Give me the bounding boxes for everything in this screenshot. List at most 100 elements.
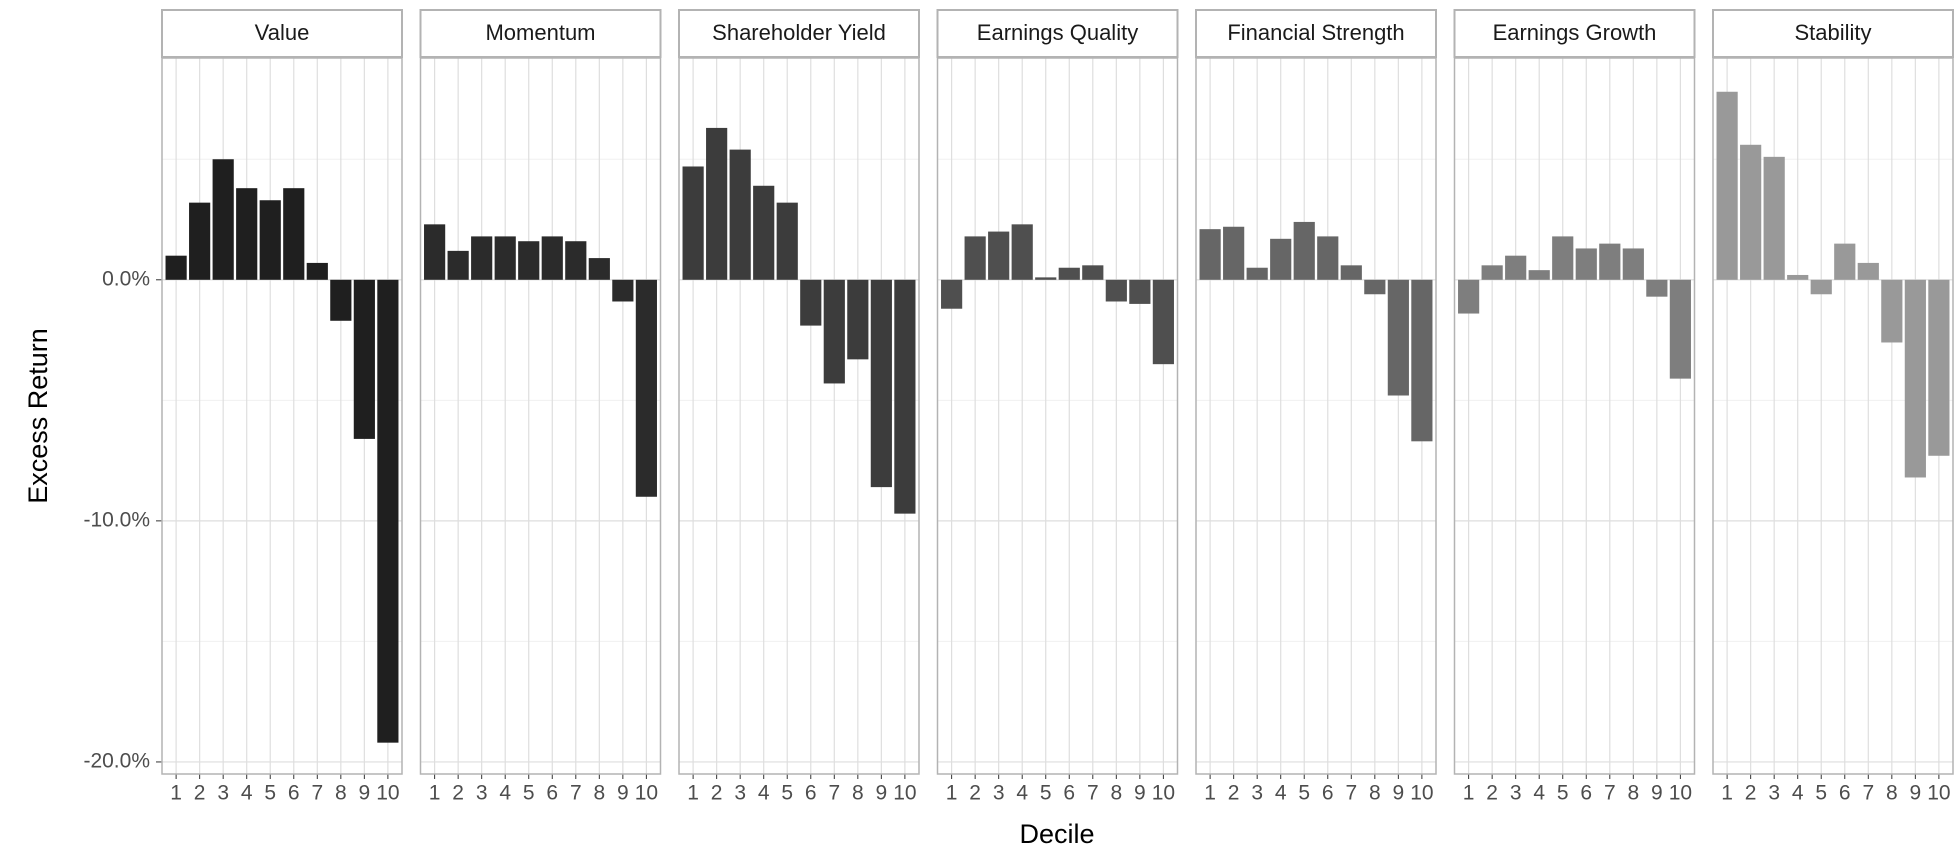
bar [565,241,587,280]
panel-background [937,58,1178,774]
x-tick-label: 9 [1393,782,1405,805]
bar [1152,279,1174,365]
bar [635,279,657,497]
strip-label: Momentum [485,20,595,45]
x-tick-label: 3 [734,782,746,805]
bar [1364,279,1386,295]
bar [541,236,563,280]
bar [447,250,469,280]
x-tick-label: 2 [452,782,464,805]
bar [1340,265,1362,280]
x-tick-label: 7 [828,782,840,805]
x-tick-label: 5 [1557,782,1569,805]
x-tick-label: 10 [635,782,658,805]
x-tick-label: 6 [1839,782,1851,805]
bar [847,279,869,360]
x-tick-label: 1 [1204,782,1216,805]
y-tick-label: -20.0% [83,749,150,772]
bar [306,262,328,280]
x-tick-label: 9 [1134,782,1146,805]
x-tick-label: 1 [429,782,441,805]
bar [753,185,775,280]
bar [729,149,751,280]
x-tick-label: 8 [1627,782,1639,805]
x-tick-label: 9 [876,782,888,805]
x-tick-label: 7 [311,782,323,805]
panel-background [1454,58,1695,774]
strip [1195,9,1437,58]
bar [1387,279,1409,396]
panel-background [1196,58,1436,774]
strip [1453,9,1696,58]
x-tick-label: 7 [1087,782,1099,805]
strip-label: Value [255,20,310,45]
bar [518,241,540,280]
x-tick-label: 6 [546,782,558,805]
bar [1716,91,1738,280]
strip [419,9,662,58]
x-tick-label: 8 [852,782,864,805]
x-tick-label: 4 [758,782,770,805]
bar [776,202,798,280]
x-tick-label: 5 [1040,782,1052,805]
x-tick-label: 5 [1815,782,1827,805]
y-tick-label: 0.0% [102,267,150,290]
bar [1458,279,1480,314]
bar [212,159,234,280]
bar [1763,156,1785,280]
bar [1411,279,1433,442]
x-tick-label: 7 [570,782,582,805]
x-tick-label: 5 [781,782,793,805]
bar [1787,274,1809,280]
bar [1105,279,1127,302]
bar [1646,279,1668,297]
x-tick-label: 8 [1369,782,1381,805]
bar [682,166,704,280]
x-tick-label: 2 [711,782,723,805]
x-tick-label: 2 [1486,782,1498,805]
bar [1928,279,1950,456]
bar [1082,265,1104,280]
bar [823,279,845,384]
bar [1481,265,1503,280]
x-tick-label: 5 [264,782,276,805]
x-tick-label: 4 [499,782,511,805]
x-tick-label: 10 [1927,782,1950,805]
x-tick-label: 3 [1510,782,1522,805]
bar [1904,279,1926,478]
bar [1622,248,1644,280]
x-tick-label: 2 [969,782,981,805]
x-tick-label: 8 [1110,782,1122,805]
x-tick-label: 9 [617,782,629,805]
bar [894,279,916,514]
bar [236,188,258,280]
x-tick-label: 8 [593,782,605,805]
strip [161,9,403,58]
bar [1270,238,1292,280]
bar [1317,236,1339,280]
bar [283,188,305,280]
bar [800,279,822,326]
bar [353,279,375,439]
bar [588,258,610,280]
x-tick-label: 7 [1862,782,1874,805]
x-tick-label: 6 [288,782,300,805]
bar [612,279,634,302]
x-tick-label: 3 [1251,782,1263,805]
x-tick-label: 2 [194,782,206,805]
strip [936,9,1179,58]
x-tick-label: 6 [1580,782,1592,805]
x-tick-label: 4 [1275,782,1287,805]
bar [1129,279,1151,304]
x-tick-label: 10 [376,782,399,805]
bar [165,255,187,280]
bar [1599,243,1621,280]
x-tick-label: 2 [1228,782,1240,805]
y-tick-label: -10.0% [83,508,150,531]
bar [1857,262,1879,280]
panel-background [420,58,661,774]
x-tick-label: 10 [893,782,916,805]
bar [1505,255,1527,280]
bar [330,279,352,321]
